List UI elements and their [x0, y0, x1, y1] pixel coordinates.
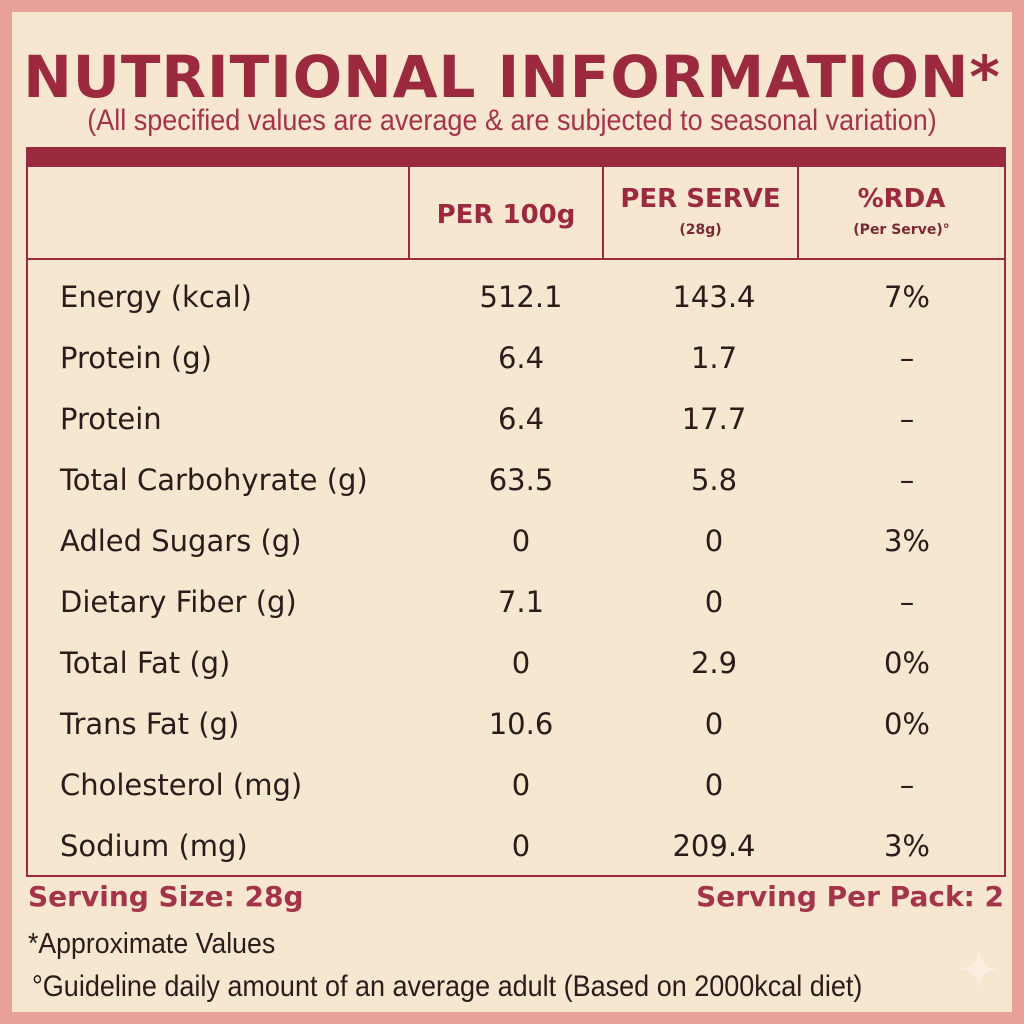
nutrient-name: Energy (kcal)	[60, 280, 252, 314]
per-serve-value: 1.7	[690, 341, 738, 375]
per-serve-value: 0	[704, 585, 724, 619]
rda-value: –	[899, 463, 915, 497]
table-row: Protein 6.4 17.7 –	[26, 390, 1006, 451]
nutrient-name: Adled Sugars (g)	[60, 524, 302, 558]
table-row: Total Fat (g) 0 2.9 0%	[26, 634, 1006, 695]
col-header-rda: %RDA (Per Serve)°	[853, 184, 950, 238]
page-title: NUTRITIONAL INFORMATION*	[23, 43, 1001, 111]
rda-value: 7%	[883, 280, 930, 314]
col-header-per-serve: PER SERVE (28g)	[620, 184, 781, 238]
column-divider	[797, 167, 799, 260]
table-row: Protein (g) 6.4 1.7 –	[26, 329, 1006, 390]
serving-per-pack: Serving Per Pack: 2	[696, 880, 1004, 913]
sparkle-icon	[959, 949, 999, 989]
per-serve-value: 0	[704, 707, 724, 741]
table-row: Dietary Fiber (g) 7.1 0 –	[26, 573, 1006, 634]
nutrient-name: Total Fat (g)	[60, 646, 231, 680]
per-serve-value: 0	[704, 768, 724, 802]
page-subtitle: (All specified values are average & are …	[87, 104, 937, 137]
rda-value: 0%	[883, 707, 930, 741]
per-serve-value: 17.7	[681, 402, 747, 436]
per-serve-value: 143.4	[672, 280, 756, 314]
table-row: Cholesterol (mg) 0 0 –	[26, 756, 1006, 817]
per-100g-value: 7.1	[497, 585, 545, 619]
nutrient-name: Total Carbohyrate (g)	[60, 463, 368, 497]
rda-value: 3%	[883, 524, 930, 558]
table-row: Energy (kcal) 512.1 143.4 7%	[26, 268, 1006, 329]
per-100g-value: 512.1	[479, 280, 563, 314]
table-top-bar	[26, 147, 1006, 167]
per-100g-value: 0	[511, 524, 531, 558]
nutrition-table	[26, 167, 1006, 877]
per-serve-value: 2.9	[690, 646, 738, 680]
per-100g-value: 0	[511, 646, 531, 680]
per-100g-value: 63.5	[488, 463, 554, 497]
per-serve-value: 209.4	[672, 829, 756, 863]
table-row: Adled Sugars (g) 0 0 3%	[26, 512, 1006, 573]
rda-value: 3%	[883, 829, 930, 863]
rda-value: 0%	[883, 646, 930, 680]
rda-value: –	[899, 402, 915, 436]
rda-value: –	[899, 341, 915, 375]
per-100g-value: 0	[511, 829, 531, 863]
table-row: Total Carbohyrate (g) 63.5 5.8 –	[26, 451, 1006, 512]
serving-size: Serving Size: 28g	[28, 880, 304, 913]
column-divider	[408, 167, 410, 260]
table-row: Sodium (mg) 0 209.4 3%	[26, 817, 1006, 878]
rda-value: –	[899, 768, 915, 802]
per-serve-value: 0	[704, 524, 724, 558]
nutrition-label: NUTRITIONAL INFORMATION* (All specified …	[12, 12, 1012, 1012]
nutrient-name: Cholesterol (mg)	[60, 768, 303, 802]
per-100g-value: 0	[511, 768, 531, 802]
nutrient-name: Trans Fat (g)	[60, 707, 240, 741]
nutrient-name: Dietary Fiber (g)	[60, 585, 297, 619]
table-row: Trans Fat (g) 10.6 0 0%	[26, 695, 1006, 756]
header-divider	[26, 258, 1006, 260]
per-serve-value: 5.8	[690, 463, 738, 497]
per-100g-value: 10.6	[488, 707, 554, 741]
nutrient-name: Protein (g)	[60, 341, 212, 375]
per-100g-value: 6.4	[497, 341, 545, 375]
nutrient-name: Sodium (mg)	[60, 829, 248, 863]
nutrient-name: Protein	[60, 402, 162, 436]
column-divider	[602, 167, 604, 260]
approximate-note: *Approximate Values	[28, 928, 276, 960]
col-header-per-100g: PER 100g	[436, 200, 576, 230]
rda-value: –	[899, 585, 915, 619]
nutrition-rows: Energy (kcal) 512.1 143.4 7% Protein (g)…	[26, 268, 1006, 878]
per-100g-value: 6.4	[497, 402, 545, 436]
guideline-note: °Guideline daily amount of an average ad…	[32, 970, 863, 1003]
